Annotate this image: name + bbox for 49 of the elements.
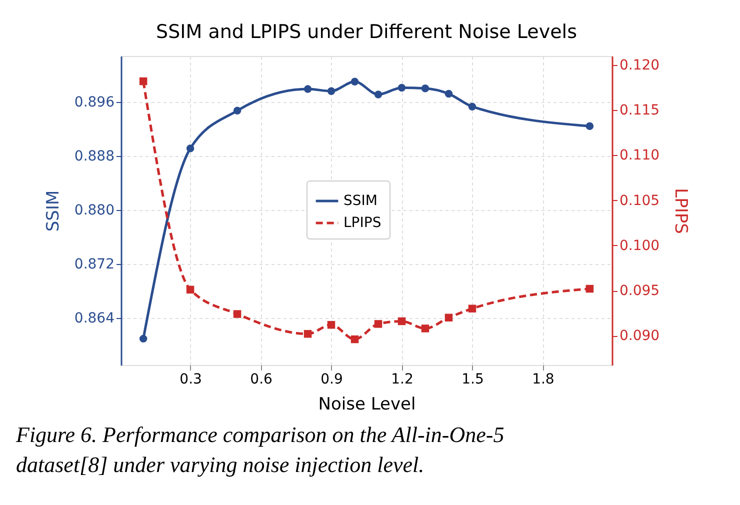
- y-tick-label: 0.864: [74, 310, 115, 326]
- y2-tick-label: 0.105: [620, 192, 660, 209]
- point: [350, 335, 359, 344]
- point: [186, 144, 194, 152]
- point: [304, 85, 312, 93]
- point: [421, 324, 430, 332]
- y2-tick-label: 0.110: [620, 148, 660, 164]
- point: [327, 87, 336, 95]
- y-tick-label: 0.872: [74, 256, 114, 272]
- point: [374, 90, 382, 98]
- point: [468, 304, 476, 312]
- x-tick-label: 0.6: [250, 372, 273, 388]
- y2-tick-label: 0.090: [620, 328, 660, 344]
- y-tick-label: 0.888: [74, 148, 114, 164]
- x-tick-label: 0.9: [320, 372, 343, 388]
- x-tick-label: 1.8: [532, 372, 554, 388]
- legend-label: SSIM: [344, 193, 378, 209]
- y-axis-title: SSIM: [43, 190, 64, 232]
- x-tick-label: 1.5: [462, 372, 484, 388]
- point: [304, 330, 312, 338]
- point: [139, 77, 148, 86]
- point: [586, 284, 594, 293]
- point: [398, 317, 406, 326]
- point: [421, 84, 430, 92]
- y-tick-label: 0.896: [74, 94, 115, 110]
- x-axis-title: Noise Level: [318, 394, 416, 414]
- legend-label: LPIPS: [344, 215, 382, 231]
- y2-tick-label: 0.115: [620, 102, 660, 119]
- caption: Figure 6. Performance comparison on the All-in-One-5 dataset[8] under varying noise injection level.: [15, 422, 504, 477]
- y2-tick-label: 0.095: [620, 283, 660, 300]
- y2-tick-label: 0.100: [620, 238, 660, 254]
- point: [327, 320, 336, 329]
- point: [350, 78, 359, 86]
- x-tick-label: 0.3: [180, 372, 202, 388]
- point: [139, 334, 148, 343]
- x-tick-label: 1.2: [391, 372, 414, 388]
- point: [586, 122, 594, 130]
- point: [186, 286, 194, 294]
- point: [233, 310, 242, 318]
- y2-axis-title: LPIPS: [670, 188, 691, 234]
- point: [444, 90, 453, 98]
- y-tick-label: 0.880: [74, 202, 114, 218]
- point: [444, 314, 453, 322]
- point: [468, 102, 476, 110]
- y2-tick-label: 0.120: [620, 58, 660, 74]
- point: [374, 320, 382, 328]
- point: [398, 84, 406, 92]
- point: [233, 106, 242, 115]
- chart-title: SSIM and LPIPS under Different Noise Levels: [156, 21, 577, 43]
